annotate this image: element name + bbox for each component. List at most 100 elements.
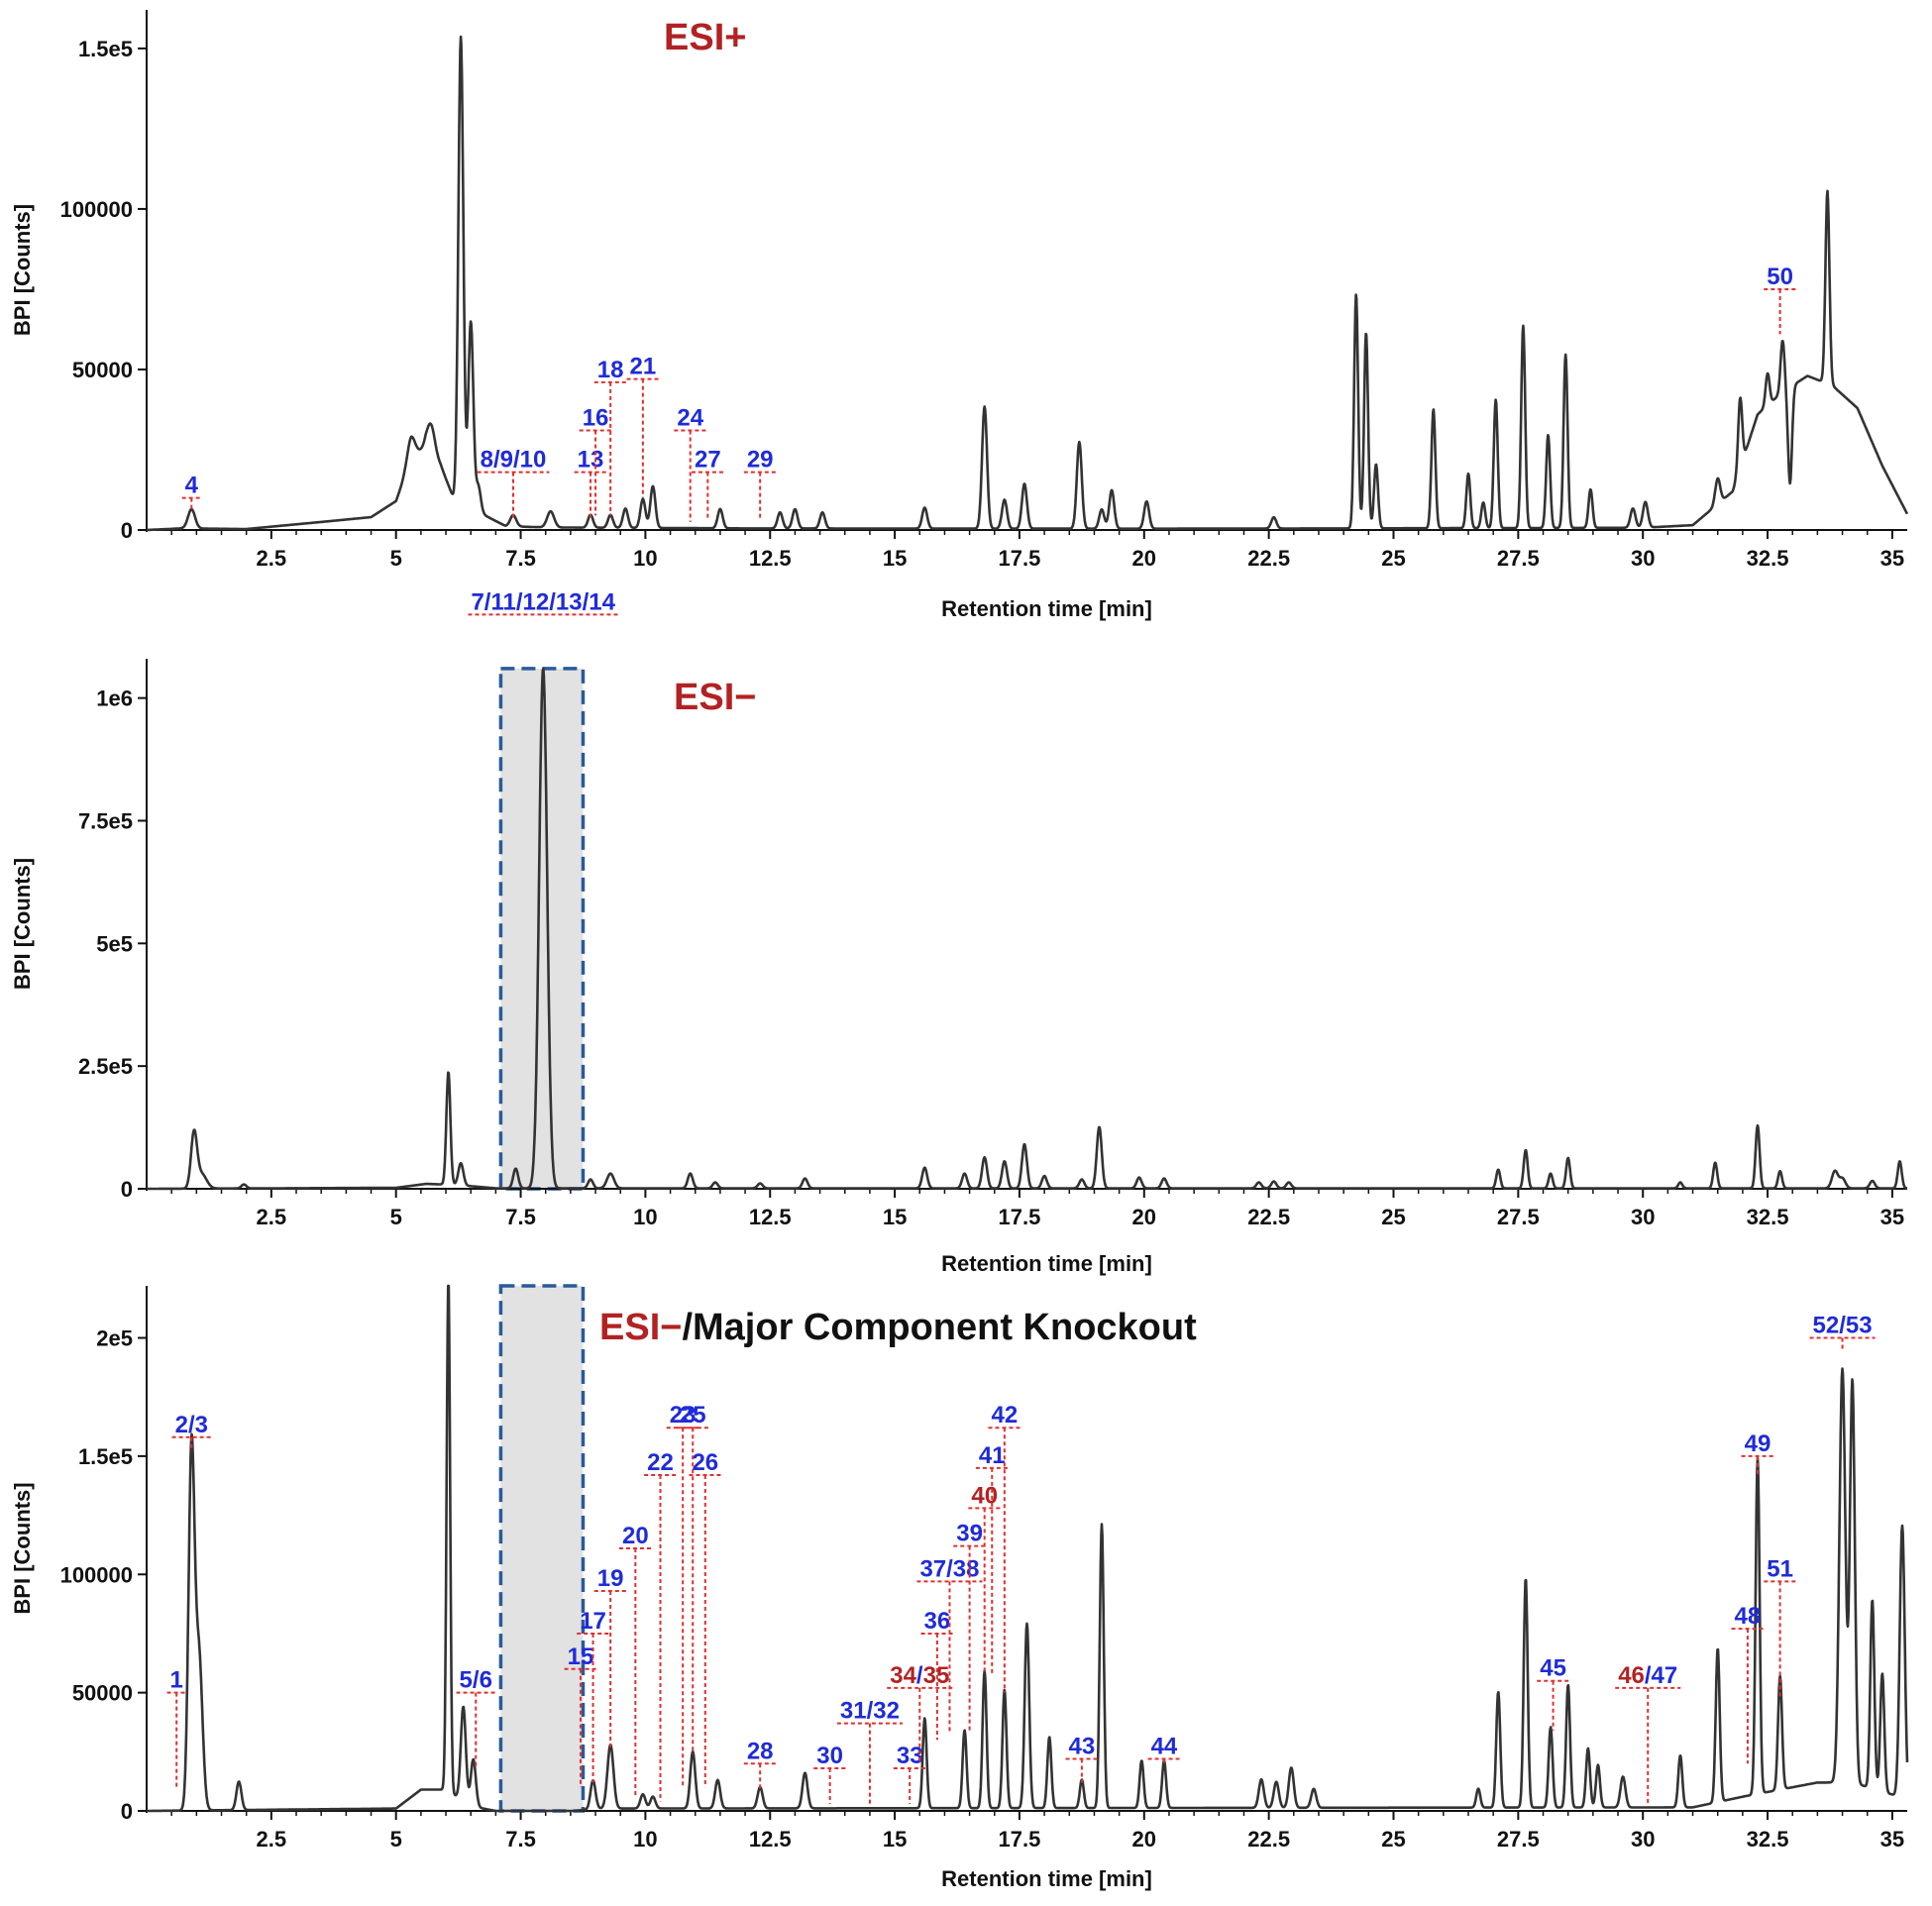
- x-tick-label: 2.5: [257, 1827, 287, 1852]
- peak-label-part: 48: [1735, 1603, 1762, 1630]
- x-tick-label: 15: [883, 546, 907, 571]
- chart-panel-esi_pos: 0 50000 100000 1.5e5 2.5 5 7.5 10 12.5 15 17.5 20 22…: [10, 10, 1909, 621]
- peak-label-group: 31/32: [836, 1698, 903, 1804]
- peak-label-part: 5/6: [460, 1667, 492, 1694]
- peak-label-group: 16: [579, 405, 612, 516]
- peak-label: 50: [1767, 264, 1793, 290]
- peak-label-part: 52/53: [1813, 1313, 1873, 1339]
- peak-label-group: 39: [953, 1521, 986, 1734]
- peak-label-group: 42: [988, 1402, 1021, 1693]
- peak-label-part: /47: [1645, 1662, 1677, 1689]
- peak-label: 22: [647, 1449, 674, 1476]
- x-tick-label: 32.5: [1747, 546, 1789, 571]
- peak-label-group: 20: [618, 1523, 652, 1797]
- peak-label-group: 48: [1731, 1603, 1765, 1764]
- peak-label-part: 33: [897, 1743, 923, 1769]
- title-part: ESI+: [664, 17, 746, 58]
- peak-label-group: 18: [593, 357, 627, 516]
- peak-label-group: 23: [666, 1402, 699, 1788]
- bpi-trace-line: [146, 667, 1908, 1191]
- peak-label: 20: [622, 1523, 649, 1549]
- chart-panel-esi_neg: 0 2.5e5 5e5 7.5e5 1e6 2.5 5 7.5 10 12.5 15 17.5 20 22…: [10, 588, 1908, 1276]
- peak-label: 15: [568, 1643, 594, 1670]
- peak-label-part: 34: [890, 1662, 916, 1689]
- x-tick-label: 7.5: [505, 1205, 536, 1229]
- peak-label: 24: [677, 405, 703, 432]
- peak-label-part: 30: [816, 1743, 843, 1769]
- x-tick-label: 30: [1631, 546, 1655, 571]
- peak-label: 34/35: [890, 1662, 949, 1689]
- peak-label: 16: [583, 405, 609, 432]
- title-part: ESI−: [674, 677, 756, 718]
- peak-label-part: 43: [1069, 1733, 1096, 1759]
- peak-label-group: 25: [676, 1402, 709, 1754]
- x-tick-label: 30: [1631, 1205, 1655, 1229]
- peak-label-group: 51: [1764, 1555, 1796, 1698]
- peak-label: 17: [580, 1608, 606, 1635]
- x-tick-label: 15: [883, 1205, 907, 1229]
- peak-label: 25: [680, 1402, 706, 1429]
- peak-label-group: 22: [644, 1449, 677, 1802]
- panel-title: ESI+: [664, 17, 746, 58]
- peak-label: 19: [597, 1565, 624, 1592]
- x-tick-label: 20: [1132, 1205, 1156, 1229]
- x-tick-label: 22.5: [1247, 1205, 1290, 1229]
- peak-label-part: 50: [1767, 264, 1793, 290]
- peak-label-group: 30: [813, 1743, 847, 1804]
- peak-label: 49: [1745, 1430, 1771, 1457]
- x-tick-label: 17.5: [999, 546, 1041, 571]
- peak-label-part: 19: [597, 1565, 624, 1592]
- peak-label: 42: [991, 1402, 1018, 1429]
- peak-label: 7/11/12/13/14: [471, 588, 615, 615]
- x-tick-label: 22.5: [1247, 546, 1290, 571]
- x-tick-label: 10: [633, 546, 657, 571]
- x-tick-label: 32.5: [1747, 1205, 1789, 1229]
- peak-label-group: 17: [577, 1608, 609, 1783]
- x-tick-label: 25: [1381, 546, 1405, 571]
- x-tick-label: 12.5: [749, 1827, 792, 1852]
- peak-label-part: 1: [170, 1667, 183, 1694]
- y-tick-label: 50000: [72, 1681, 133, 1706]
- peak-label-group: 19: [593, 1565, 627, 1747]
- peak-label-group: 33: [893, 1743, 926, 1804]
- x-tick-label: 32.5: [1747, 1827, 1789, 1852]
- peak-label-part: 46: [1618, 1662, 1645, 1689]
- x-tick-label: 5: [390, 546, 402, 571]
- peak-label-part: 21: [630, 354, 657, 380]
- peak-label-group: 2/3: [171, 1412, 211, 1452]
- peak-label: 44: [1151, 1733, 1178, 1759]
- chart-panel-esi_neg_knockout: 0 50000 100000 1.5e5 2e5 2.5 5 7.5 10 12.5 15 17.5 2…: [10, 1284, 1909, 1891]
- peak-label-group: 1: [166, 1667, 186, 1788]
- y-axis-label: BPI [Counts]: [10, 1482, 35, 1614]
- peak-label-part: 22: [647, 1449, 674, 1476]
- y-tick-label: 50000: [72, 358, 133, 382]
- x-tick-label: 5: [390, 1205, 402, 1229]
- panel-title: ESI−/Major Component Knockout: [599, 1307, 1197, 1348]
- peak-label: 23: [670, 1402, 697, 1429]
- x-tick-label: 25: [1381, 1827, 1405, 1852]
- x-tick-label: 27.5: [1497, 1205, 1540, 1229]
- peak-label-group: 13: [574, 447, 607, 518]
- peak-label-group: 26: [689, 1449, 722, 1788]
- peak-label: 8/9/10: [481, 447, 547, 474]
- y-tick-label: 1.5e5: [78, 37, 133, 61]
- peak-label-group: 34/35: [887, 1662, 953, 1764]
- peak-label-part: 16: [583, 405, 609, 432]
- x-tick-label: 12.5: [749, 1205, 792, 1229]
- peak-label-group: 27: [691, 447, 724, 521]
- peak-label: 13: [578, 447, 604, 474]
- peak-label: 27: [695, 447, 721, 474]
- peak-label: 2/3: [175, 1412, 208, 1438]
- x-tick-label: 35: [1880, 1205, 1904, 1229]
- peak-label: 26: [692, 1449, 718, 1476]
- x-tick-label: 35: [1880, 546, 1904, 571]
- x-tick-label: 7.5: [505, 546, 536, 571]
- peak-label-part: 4: [185, 473, 199, 499]
- peak-label-part: 27: [695, 447, 721, 474]
- peak-label-group: 7/11/12/13/14: [468, 588, 618, 616]
- peak-label-part: 20: [622, 1523, 649, 1549]
- y-tick-label: 2.5e5: [78, 1054, 133, 1079]
- peak-label-part: 25: [680, 1402, 706, 1429]
- y-tick-label: 1e6: [96, 687, 133, 711]
- peak-label-part: 42: [991, 1402, 1018, 1429]
